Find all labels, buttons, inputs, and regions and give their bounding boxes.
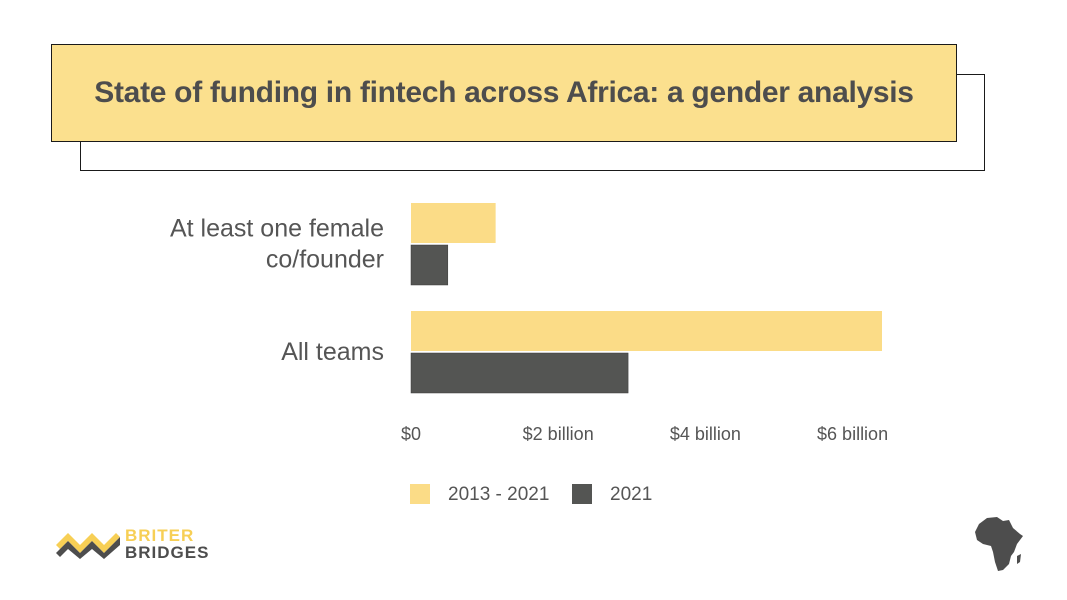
bar-year-0 bbox=[410, 244, 449, 286]
x-tick-label-3: $6 billion bbox=[817, 424, 888, 444]
brand-name-line2: BRIDGES bbox=[125, 543, 210, 562]
briter-bridges-logo-icon bbox=[56, 533, 120, 559]
x-tick-label-2: $4 billion bbox=[670, 424, 741, 444]
legend-label-1: 2021 bbox=[610, 484, 652, 505]
x-tick-label-1: $2 billion bbox=[523, 424, 594, 444]
bar-period-1 bbox=[411, 311, 882, 351]
category-label-0-0: At least one female bbox=[170, 215, 384, 243]
bar-period-0 bbox=[411, 203, 496, 243]
legend-label-0: 2013 - 2021 bbox=[448, 484, 549, 505]
africa-map-icon bbox=[975, 517, 1023, 571]
legend-swatch-1 bbox=[572, 484, 592, 504]
legend-swatch-0 bbox=[410, 484, 430, 504]
brand-name-line1: BRITER bbox=[125, 526, 195, 545]
category-label-0-1: co/founder bbox=[266, 246, 384, 274]
category-label-1-0: All teams bbox=[281, 338, 384, 366]
bar-year-1 bbox=[410, 352, 629, 394]
title-banner: State of funding in fintech across Afric… bbox=[51, 44, 957, 142]
chart-title: State of funding in fintech across Afric… bbox=[94, 76, 914, 109]
x-tick-label-0: $0 bbox=[401, 424, 421, 444]
